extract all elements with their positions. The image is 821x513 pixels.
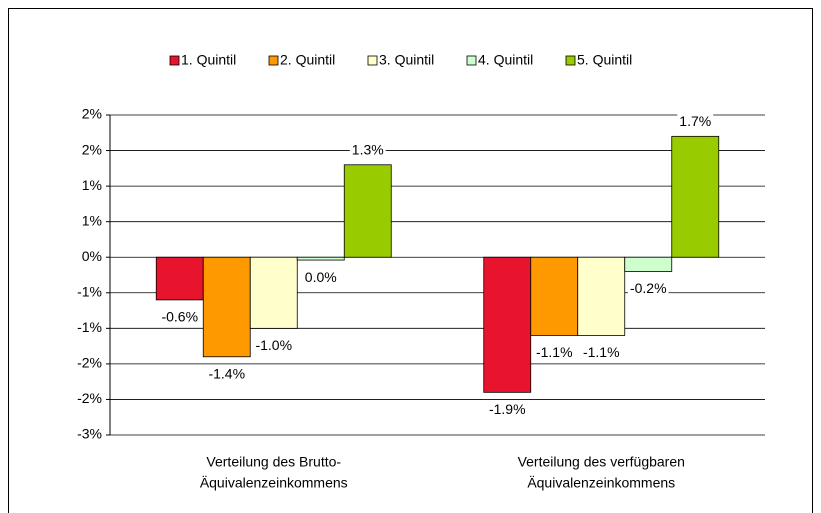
legend-swatch: [268, 55, 279, 66]
legend-label: 3. Quintil: [379, 52, 434, 68]
y-tick-label: 0%: [82, 248, 102, 264]
legend-swatch: [466, 55, 477, 66]
data-label: -1.4%: [208, 365, 245, 381]
x-tick-label: Äquivalenzeinkommens: [527, 475, 675, 491]
data-label-bg: [580, 344, 622, 361]
y-tick-label: -2%: [77, 355, 102, 371]
x-tick-label: Verteilung des verfügbaren: [518, 454, 685, 470]
data-label: 1.3%: [352, 141, 384, 157]
y-tick-label: -1%: [77, 283, 102, 299]
legend-swatch: [565, 55, 576, 66]
y-tick-label: 1%: [82, 177, 102, 193]
legend-swatch: [367, 55, 378, 66]
legend-label: 1. Quintil: [181, 52, 236, 68]
bar: [202, 256, 251, 358]
data-label-bg: [486, 401, 528, 418]
x-tick-label: Verteilung des Brutto-: [206, 454, 341, 470]
bar: [343, 164, 392, 258]
bar: [577, 256, 626, 336]
data-label-bg: [533, 344, 575, 361]
y-tick-label: -2%: [77, 390, 102, 406]
data-label: -1.0%: [255, 337, 292, 353]
legend-swatch: [169, 55, 180, 66]
bar: [155, 256, 204, 301]
data-label-bg: [302, 268, 339, 285]
y-tick-label: 2%: [82, 106, 102, 122]
data-label-bg: [627, 280, 669, 297]
data-label: 0.0%: [305, 269, 337, 285]
legend-label: 2. Quintil: [280, 52, 335, 68]
chart-frame: [8, 8, 813, 513]
data-label: -0.2%: [630, 280, 667, 296]
bar: [296, 256, 345, 261]
y-tick-label: -3%: [77, 426, 102, 442]
legend-label: 5. Quintil: [577, 52, 632, 68]
bar: [249, 256, 298, 329]
data-label-bg: [253, 337, 295, 354]
data-label-bg: [677, 113, 714, 130]
bar: [530, 256, 579, 336]
data-label: -1.1%: [583, 344, 620, 360]
y-tick-label: 2%: [82, 141, 102, 157]
bar: [624, 256, 673, 272]
data-label: -1.1%: [536, 344, 573, 360]
y-tick-label: -1%: [77, 319, 102, 335]
data-label: -1.9%: [489, 401, 526, 417]
x-tick-label: Äquivalenzeinkommens: [200, 475, 348, 491]
bar: [671, 135, 720, 258]
y-tick-label: 1%: [82, 212, 102, 228]
bar: [483, 256, 532, 393]
data-label-bg: [159, 308, 201, 325]
data-label: 1.7%: [679, 113, 711, 129]
data-label-bg: [349, 141, 386, 158]
data-label-bg: [206, 365, 248, 382]
data-label: -0.6%: [161, 309, 198, 325]
legend-label: 4. Quintil: [478, 52, 533, 68]
